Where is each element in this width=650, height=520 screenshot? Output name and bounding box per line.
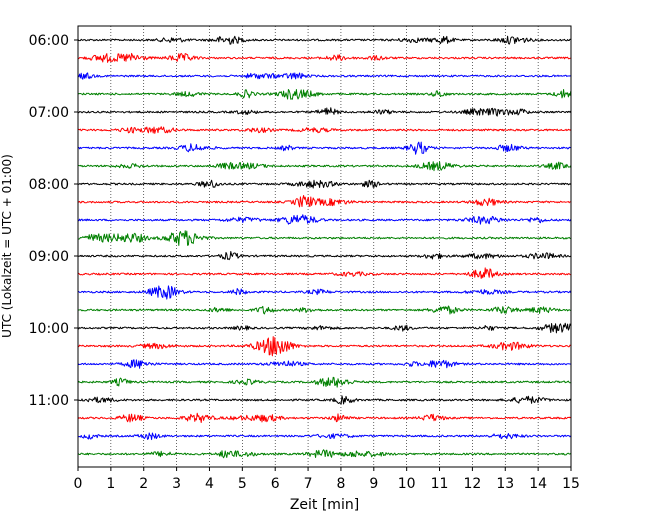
- seismic-trace-0715: [77, 126, 572, 134]
- x-tick-label: 0: [74, 476, 83, 492]
- x-tick-label: 2: [139, 476, 148, 492]
- seismic-trace-0645: [77, 88, 572, 100]
- x-tick-label: 12: [463, 476, 481, 492]
- seismic-trace-0900: [77, 250, 572, 261]
- seismic-trace-0815: [77, 195, 571, 208]
- x-axis-ticks: 0 1 2 3 4 5 6 7 8 9 10 11 12 13 14 15: [74, 467, 580, 492]
- y-axis-ticks: 06:00 07:00 08:00 09:00 10:00 11:00: [29, 33, 78, 409]
- seismic-trace-0930: [77, 285, 572, 300]
- x-axis-label: Zeit [min]: [290, 497, 359, 513]
- y-tick-label: 11:00: [29, 393, 69, 409]
- x-tick-label: 3: [172, 476, 181, 492]
- x-tick-label: 14: [529, 476, 547, 492]
- x-tick-label: 5: [238, 476, 247, 492]
- x-tick-label: 6: [271, 476, 280, 492]
- seismic-trace-1030: [77, 359, 571, 369]
- plot-frame: [77, 25, 572, 468]
- y-axis-label: UTC (Lokalzeit = UTC + 01:00): [0, 154, 14, 338]
- seismic-trace-0615: [77, 52, 571, 63]
- x-tick-label: 4: [205, 476, 214, 492]
- x-tick-label: 15: [562, 476, 580, 492]
- seismic-trace-0845: [77, 230, 571, 246]
- x-tick-label: 11: [431, 476, 449, 492]
- x-tick-label: 10: [398, 476, 416, 492]
- y-tick-label: 10:00: [29, 321, 69, 337]
- y-tick-label: 07:00: [29, 105, 69, 121]
- seismic-trace-1000: [77, 322, 572, 334]
- seismic-trace-0745: [77, 161, 572, 172]
- seismic-trace-0800: [77, 179, 572, 189]
- x-tick-label: 1: [106, 476, 115, 492]
- y-tick-label: 08:00: [29, 177, 69, 193]
- y-tick-label: 09:00: [29, 249, 69, 265]
- seismic-trace-1100: [77, 395, 572, 405]
- seismic-trace-0915: [77, 267, 571, 279]
- seismic-trace-1115: [77, 412, 572, 424]
- seismic-trace-0630: [77, 72, 571, 80]
- seismic-trace-0600: [77, 35, 572, 45]
- grid-lines: [110, 26, 539, 467]
- seismic-traces: [77, 35, 572, 459]
- x-tick-label: 7: [304, 476, 313, 492]
- seismic-trace-1045: [77, 376, 571, 388]
- x-tick-label: 8: [336, 476, 345, 492]
- seismic-trace-1130: [77, 432, 572, 441]
- seismic-trace-1015: [77, 336, 572, 357]
- seismic-trace-1145: [77, 449, 572, 459]
- seismic-trace-0830: [77, 214, 572, 225]
- y-tick-label: 06:00: [29, 33, 69, 49]
- seismic-trace-0700: [77, 107, 572, 117]
- x-tick-label: 9: [369, 476, 378, 492]
- seismic-trace-0945: [77, 305, 572, 315]
- seismic-trace-0730: [77, 141, 572, 155]
- x-tick-label: 13: [496, 476, 514, 492]
